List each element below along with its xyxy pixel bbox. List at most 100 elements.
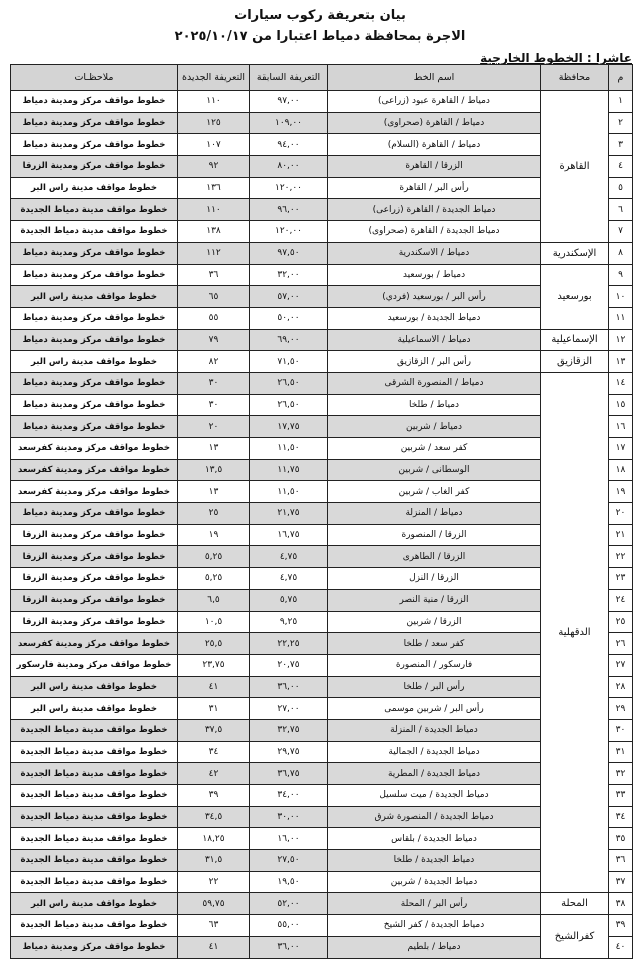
old-fare-cell: ٣٦,٠٠ bbox=[249, 675, 328, 699]
row-number: ٣٤ bbox=[608, 805, 633, 829]
notes-cell: خطوط مواقف مركز ومدينة دمياط bbox=[10, 935, 178, 959]
new-fare-cell: ١٣ bbox=[177, 437, 250, 460]
notes-cell: خطوط مواقف مركز ومدينة كفرسعد bbox=[10, 632, 178, 655]
governorate-cell: الإسماعيلية bbox=[540, 328, 609, 352]
old-fare-cell: ٤,٧٥ bbox=[249, 545, 328, 569]
line-name-cell: دمياط الجديدة / بلقاس bbox=[327, 827, 541, 851]
table-row: ١٣ الزقازيق رأس البر / الزقازيق ٧١,٥٠ ٨٢ خطوط… bbox=[10, 350, 633, 373]
old-fare-cell: ٥٥,٠٠ bbox=[249, 914, 328, 937]
notes-cell: خطوط مواقف مدينة راس البر bbox=[10, 697, 178, 720]
table-row: ٣٢ دمياط الجديدة / المطرية ٣٦,٧٥ ٤٢ خطوط موا… bbox=[10, 762, 633, 785]
header-governorate: محافظة bbox=[540, 64, 609, 91]
section-heading: عاشرا : الخطوط الخارجية bbox=[480, 51, 632, 65]
notes-cell: خطوط مواقف مدينة راس البر bbox=[10, 892, 178, 916]
table-row: ٣٤ دمياط الجديدة / المنصورة شرق ٣٠,٠٠ ٣٤,٥ خ… bbox=[10, 805, 633, 829]
notes-cell: خطوط مواقف مدينة دمياط الجديدة bbox=[10, 198, 178, 222]
row-number: ١ bbox=[608, 90, 633, 113]
line-name-cell: كفر سعد / طلخا bbox=[327, 632, 541, 655]
row-number: ٢٥ bbox=[608, 610, 633, 634]
table-row: ٧ دمياط الجديدة / القاهرة (صحراوى) ١٢٠,٠٠ ١… bbox=[10, 220, 633, 243]
old-fare-cell: ٣٦,٧٥ bbox=[249, 762, 328, 785]
new-fare-cell: ٣١ bbox=[177, 697, 250, 720]
table-row: ٢٥ الزرقا / شربين ٩,٢٥ ١٠,٥ خطوط مواقف مركز … bbox=[10, 610, 633, 634]
notes-cell: خطوط مواقف مدينة راس البر bbox=[10, 176, 178, 200]
old-fare-cell: ٩,٢٥ bbox=[249, 610, 328, 634]
old-fare-cell: ١١,٥٠ bbox=[249, 480, 328, 504]
line-name-cell: دمياط / المنزلة bbox=[327, 502, 541, 525]
notes-cell: خطوط مواقف مركز ومدينة دمياط bbox=[10, 111, 178, 135]
new-fare-cell: ٣٦ bbox=[177, 263, 250, 287]
old-fare-cell: ٩٧,٠٠ bbox=[249, 90, 328, 113]
new-fare-cell: ٣٠ bbox=[177, 393, 250, 417]
new-fare-cell: ١٠,٥ bbox=[177, 610, 250, 634]
row-number: ٣٦ bbox=[608, 849, 633, 872]
notes-cell: خطوط مواقف مدينة دمياط الجديدة bbox=[10, 849, 178, 872]
old-fare-cell: ٢٢,٢٥ bbox=[249, 632, 328, 655]
header-line-name: اسم الخط bbox=[327, 64, 541, 91]
old-fare-cell: ٢٦,٥٠ bbox=[249, 371, 328, 395]
line-name-cell: كفر سعد / شربين bbox=[327, 437, 541, 460]
notes-cell: خطوط مواقف مركز ومدينة كفرسعد bbox=[10, 458, 178, 482]
new-fare-cell: ٣٩ bbox=[177, 784, 250, 807]
table-row: ٢١ الزرقا / المنصورة ١٦,٧٥ ١٩ خطوط مواقف مرك… bbox=[10, 523, 633, 547]
new-fare-cell: ٣٧,٥ bbox=[177, 718, 250, 742]
line-name-cell: دمياط / طلخا bbox=[327, 393, 541, 417]
new-fare-cell: ٥,٢٥ bbox=[177, 545, 250, 569]
table-row: ١٨ الوسطانى / شربين ١١,٧٥ ١٣,٥ خطوط مواقف مر… bbox=[10, 458, 633, 482]
notes-cell: خطوط مواقف مركز ومدينة الزرقا bbox=[10, 545, 178, 569]
new-fare-cell: ٢٠ bbox=[177, 415, 250, 438]
old-fare-cell: ٣٢,٧٥ bbox=[249, 718, 328, 742]
row-number: ٢٨ bbox=[608, 675, 633, 699]
line-name-cell: رأس البر / الزقازيق bbox=[327, 350, 541, 373]
line-name-cell: دمياط الجديدة / المنصورة شرق bbox=[327, 805, 541, 829]
table-row: ٢ دمياط / القاهرة (صحراوى) ١٠٩,٠٠ ١٢٥ خطوط م… bbox=[10, 111, 633, 135]
notes-cell: خطوط مواقف مركز ومدينة الزرقا bbox=[10, 155, 178, 178]
old-fare-cell: ٢٧,٥٠ bbox=[249, 849, 328, 872]
old-fare-cell: ٤,٧٥ bbox=[249, 567, 328, 590]
new-fare-cell: ٦,٥ bbox=[177, 588, 250, 612]
row-number: ٢١ bbox=[608, 523, 633, 547]
notes-cell: خطوط مواقف مركز ومدينة دمياط bbox=[10, 306, 178, 330]
notes-cell: خطوط مواقف مدينة راس البر bbox=[10, 285, 178, 308]
line-name-cell: دمياط / بورسعيد bbox=[327, 263, 541, 287]
notes-cell: خطوط مواقف مركز ومدينة كفرسعد bbox=[10, 480, 178, 504]
row-number: ٧ bbox=[608, 220, 633, 243]
notes-cell: خطوط مواقف مركز ومدينة الزرقا bbox=[10, 567, 178, 590]
notes-cell: خطوط مواقف مركز ومدينة فارسكور bbox=[10, 653, 178, 677]
old-fare-cell: ٥,٧٥ bbox=[249, 588, 328, 612]
new-fare-cell: ٨٢ bbox=[177, 350, 250, 373]
line-name-cell: دمياط / بلطيم bbox=[327, 935, 541, 959]
table-row: ٢٨ رأس البر / طلخا ٣٦,٠٠ ٤١ خطوط مواقف مدينة… bbox=[10, 675, 633, 699]
old-fare-cell: ٨٠,٠٠ bbox=[249, 155, 328, 178]
old-fare-cell: ١١,٥٠ bbox=[249, 437, 328, 460]
row-number: ٦ bbox=[608, 198, 633, 222]
notes-cell: خطوط مواقف مركز ومدينة دمياط bbox=[10, 371, 178, 395]
table-row: ٣٩ كفرالشيخ دمياط الجديدة / كفر الشيخ ٥٥,٠٠… bbox=[10, 914, 633, 959]
row-number: ٣٠ bbox=[608, 718, 633, 742]
governorate-cell: كفرالشيخ bbox=[540, 914, 609, 959]
line-name-cell: الزرقا / النزل bbox=[327, 567, 541, 590]
header-num: م bbox=[608, 64, 633, 91]
row-number: ١١ bbox=[608, 306, 633, 330]
new-fare-cell: ٢٥,٥ bbox=[177, 632, 250, 655]
notes-cell: خطوط مواقف مركز ومدينة الزرقا bbox=[10, 610, 178, 634]
old-fare-cell: ٧١,٥٠ bbox=[249, 350, 328, 373]
header-old-fare: التعريفة السابقة bbox=[249, 64, 328, 91]
table-row: ٤ الزرقا / القاهرة ٨٠,٠٠ ٩٢ خطوط مواقف مركز … bbox=[10, 155, 633, 178]
table-row: ٣٥ دمياط الجديدة / بلقاس ١٦,٠٠ ١٨,٢٥ خطوط مو… bbox=[10, 827, 633, 851]
line-name-cell: الوسطانى / شربين bbox=[327, 458, 541, 482]
row-number: ٣ bbox=[608, 133, 633, 157]
row-number: ٢٤ bbox=[608, 588, 633, 612]
notes-cell: خطوط مواقف مركز ومدينة الزرقا bbox=[10, 523, 178, 547]
row-number: ٢٩ bbox=[608, 697, 633, 720]
new-fare-cell: ١١٠ bbox=[177, 198, 250, 222]
table-header-row: م محافظة اسم الخط التعريفة السابقة التعر… bbox=[10, 64, 633, 91]
table-row: ١٧ كفر سعد / شربين ١١,٥٠ ١٣ خطوط مواقف مركز … bbox=[10, 437, 633, 460]
table-row: ١٦ دمياط / شربين ١٧,٧٥ ٢٠ خطوط مواقف مركز وم… bbox=[10, 415, 633, 438]
line-name-cell: الزرقا / شربين bbox=[327, 610, 541, 634]
line-name-cell: الزرقا / منية النصر bbox=[327, 588, 541, 612]
new-fare-cell: ٦٥ bbox=[177, 285, 250, 308]
old-fare-cell: ٣٤,٠٠ bbox=[249, 784, 328, 807]
new-fare-cell: ٤٢ bbox=[177, 762, 250, 785]
old-fare-cell: ٢٧,٠٠ bbox=[249, 697, 328, 720]
